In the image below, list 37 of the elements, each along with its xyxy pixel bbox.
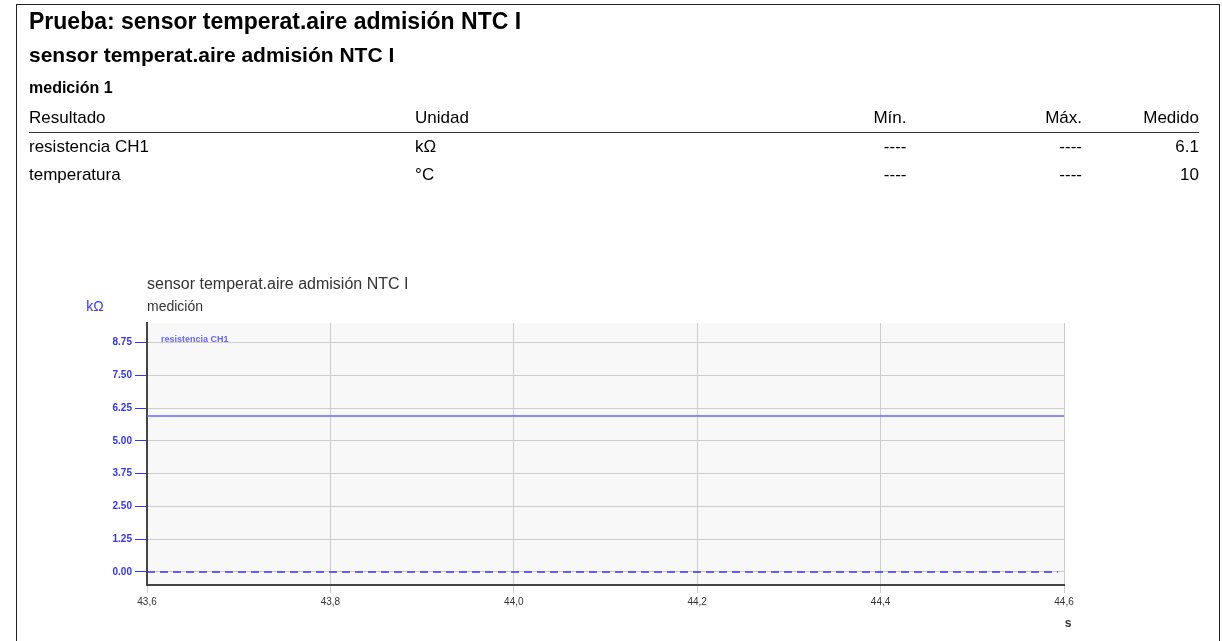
text: temperatura — [29, 164, 122, 186]
y-tick-label: 8.75 — [112, 336, 133, 348]
text: Máx. — [906, 104, 1082, 133]
x-axis-title: s — [1064, 616, 1072, 630]
x-tick-label: 44,2 — [687, 595, 708, 607]
text: sensor temperat.aire admisión NTC I — [29, 42, 396, 68]
y-tick-label: 6.25 — [112, 401, 133, 413]
text: resistencia CH1 — [161, 334, 229, 345]
text: ---- — [1058, 164, 1082, 186]
text: Prueba: sensor temperat.aire admisión NTC I — [29, 7, 523, 36]
text: Unidad — [415, 104, 731, 133]
x-tick-label: 43,6 — [137, 595, 158, 607]
text: 10 — [1179, 164, 1199, 186]
y-axis-title: kΩ — [86, 298, 104, 314]
text: Medido — [1081, 104, 1199, 133]
text: resistencia CH1 — [29, 136, 150, 158]
text: ---- — [882, 164, 907, 186]
text: ---- — [1058, 136, 1082, 158]
text: 6.1 — [1174, 136, 1199, 158]
text: medición 1 — [29, 78, 114, 98]
y-tick-label: 0.00 — [112, 565, 133, 577]
y-tick-label: 5.00 — [112, 434, 133, 446]
x-tick-label: 43,8 — [320, 595, 341, 607]
text: kΩ — [415, 136, 438, 158]
text: °C — [415, 164, 436, 186]
y-tick-label: 3.75 — [112, 467, 133, 479]
y-tick-label: 7.50 — [112, 369, 133, 381]
x-tick-label: 44,4 — [870, 595, 891, 607]
text: Mín. — [730, 104, 907, 133]
y-tick-label: 2.50 — [112, 500, 133, 512]
text: Resultado — [29, 104, 416, 133]
text: ---- — [882, 136, 907, 158]
y-tick-label: 1.25 — [112, 532, 133, 544]
x-tick-label: 44,6 — [1054, 595, 1075, 607]
x-tick-label: 44,0 — [504, 595, 524, 607]
chart-subtitle: medición — [147, 298, 204, 314]
chart-title: sensor temperat.aire admisión NTC I — [147, 275, 409, 292]
